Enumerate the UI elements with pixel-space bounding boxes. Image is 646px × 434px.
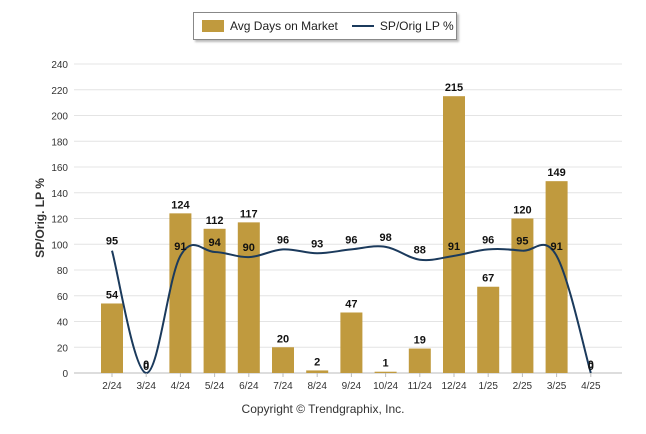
y-tick-label: 200 [51, 112, 68, 123]
legend-bar-swatch [202, 20, 224, 32]
bar-series [101, 96, 568, 373]
bar-data-label: 2 [314, 356, 320, 368]
x-tick-label: 4/24 [171, 381, 191, 392]
line-data-label: 93 [311, 238, 323, 250]
y-tick-label: 140 [51, 189, 68, 200]
bar [374, 371, 397, 373]
bar [408, 348, 431, 373]
bar [511, 218, 534, 373]
line-data-label: 91 [174, 241, 186, 253]
x-tick-label: 10/24 [373, 381, 398, 392]
y-tick-label: 40 [57, 318, 69, 329]
bar-data-label: 117 [240, 208, 258, 220]
bar [101, 303, 123, 373]
bar-data-label: 120 [513, 205, 531, 217]
legend-line-label: SP/Orig LP % [379, 19, 454, 33]
bar-data-label: 215 [445, 82, 463, 94]
y-tick-label: 80 [57, 266, 69, 277]
bar-data-label: 124 [171, 199, 190, 211]
bar-data-label: 67 [482, 273, 494, 285]
line-data-label: 96 [277, 234, 289, 246]
bar-data-label: 0 [588, 359, 594, 371]
y-tick-label: 20 [57, 343, 69, 354]
line-data-label: 90 [243, 242, 255, 254]
series-line [111, 243, 592, 375]
bar [545, 181, 568, 373]
y-tick-label: 0 [62, 369, 68, 380]
x-tick-labels: 2/24 3/24 4/24 5/24 6/24 7/24 8/24 9/24 10/24 11/… [102, 373, 601, 392]
y-tick-labels: 0 20 40 60 80 100 120 140 160 180 200 220 240 [51, 60, 68, 380]
legend: Avg Days on Market SP/Orig LP % [193, 12, 457, 40]
y-tick-label: 120 [51, 215, 68, 226]
x-tick-label: 6/24 [239, 381, 259, 392]
x-tick-label: 5/24 [205, 381, 225, 392]
line-data-label: 0 [143, 361, 149, 373]
line-data-label: 95 [516, 236, 528, 248]
line-data-label: 96 [482, 234, 494, 246]
y-tick-label: 100 [51, 240, 68, 251]
bar [477, 286, 500, 373]
y-tick-label: 160 [51, 163, 68, 174]
gridlines [74, 63, 622, 374]
x-tick-label: 12/24 [441, 381, 466, 392]
bar-data-label: 20 [277, 333, 289, 345]
x-tick-label: 2/25 [513, 381, 533, 392]
line-data-labels: 95 0 91 94 90 96 93 96 98 88 91 96 95 91 0 [106, 232, 594, 373]
bar [203, 228, 226, 373]
line-data-label: 94 [208, 237, 221, 249]
bar-data-label: 1 [383, 358, 389, 370]
x-tick-label: 1/25 [478, 381, 498, 392]
line-series [111, 243, 592, 375]
y-tick-label: 60 [57, 292, 69, 303]
x-tick-label: 7/24 [273, 381, 293, 392]
bar [237, 222, 260, 373]
x-tick-label: 3/25 [547, 381, 567, 392]
bar-data-labels: 54 0 124 112 117 20 2 47 1 19 215 67 120 149 0 [106, 82, 594, 371]
bar-data-label: 54 [106, 289, 119, 301]
y-tick-label: 240 [51, 60, 68, 71]
x-tick-label: 3/24 [136, 381, 156, 392]
bar [169, 213, 192, 373]
bar [443, 96, 465, 373]
copyright-text: Copyright © Trendgraphix, Inc. [241, 402, 405, 416]
bar-data-label: 19 [414, 335, 426, 347]
x-tick-label: 8/24 [307, 381, 327, 392]
line-data-label: 0 [588, 361, 594, 373]
line-data-label: 91 [550, 241, 562, 253]
legend-item-bars: Avg Days on Market [194, 19, 338, 33]
line-data-label: 91 [448, 241, 460, 253]
bar-data-label: 47 [345, 298, 357, 310]
x-tick-label: 2/24 [102, 381, 122, 392]
legend-bar-label: Avg Days on Market [230, 19, 338, 33]
bar [340, 312, 363, 373]
line-data-label: 88 [414, 245, 426, 257]
bar-data-label: 112 [206, 215, 224, 227]
legend-line-swatch [351, 25, 374, 27]
bar-data-label: 149 [547, 167, 565, 179]
line-data-label: 96 [345, 234, 357, 246]
y-tick-label: 180 [51, 137, 68, 148]
bar [272, 347, 294, 373]
line-data-label: 95 [106, 236, 118, 248]
y-tick-label: 220 [51, 86, 68, 97]
legend-item-line: SP/Orig LP % [338, 19, 454, 33]
bar-data-label: 0 [143, 359, 149, 371]
x-tick-label: 4/25 [581, 381, 601, 392]
bar [306, 370, 329, 373]
y-axis-label: SP/Orig. LP % [33, 178, 47, 258]
x-tick-label: 9/24 [342, 381, 362, 392]
line-data-label: 98 [379, 232, 391, 244]
x-tick-label: 11/24 [408, 381, 433, 392]
